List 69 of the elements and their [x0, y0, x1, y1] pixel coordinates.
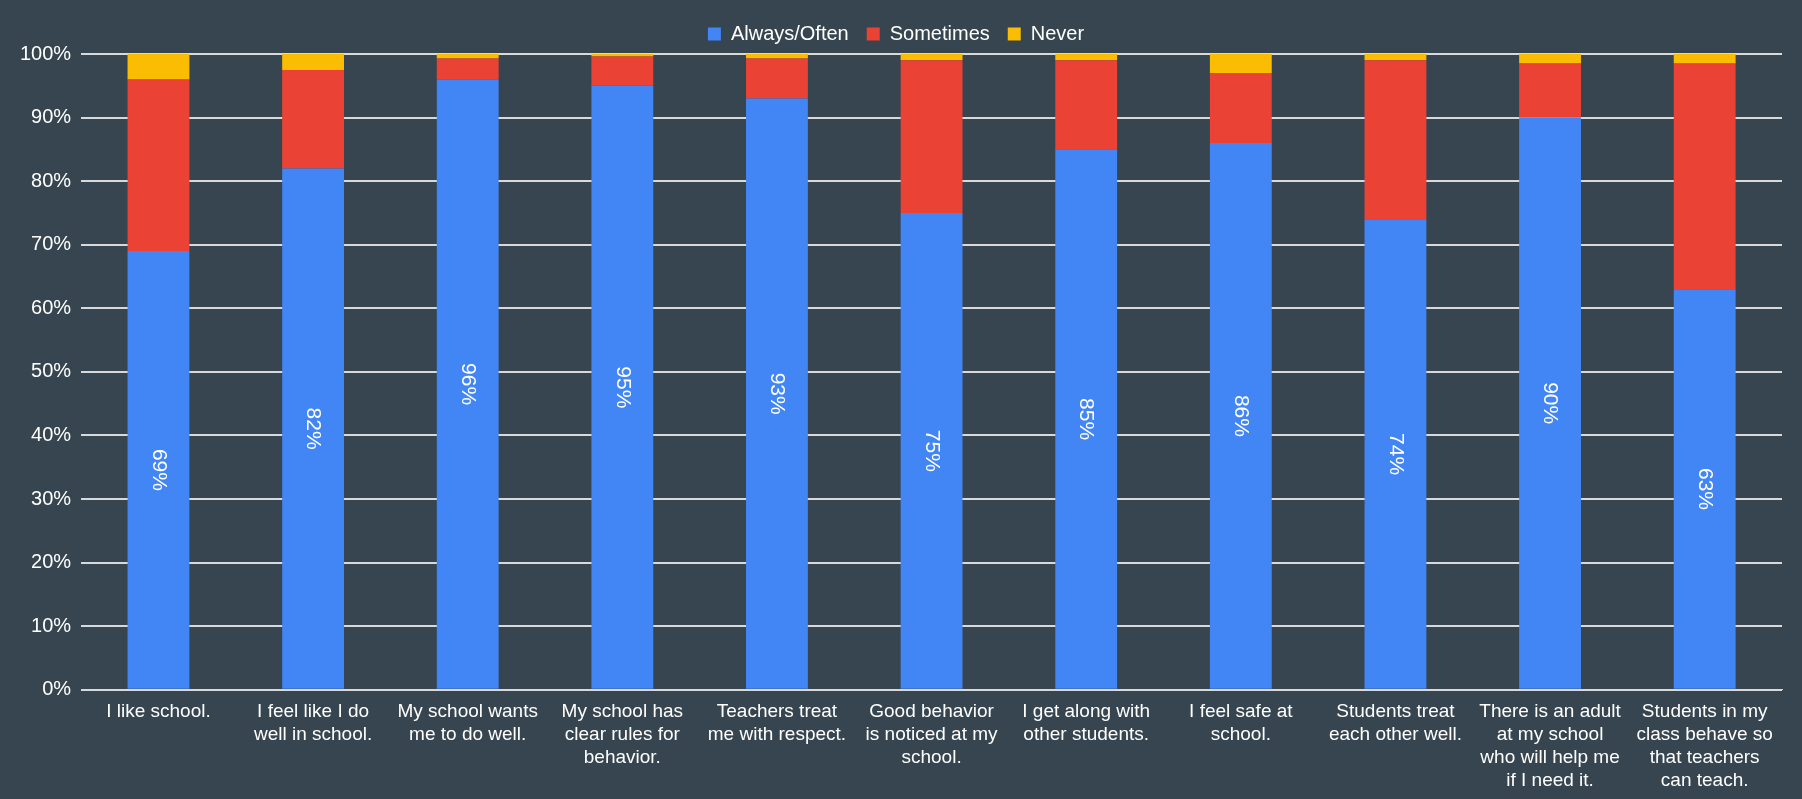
x-tick-label: Teachers treat me with respect.	[707, 700, 847, 745]
y-tick-label: 20%	[31, 550, 72, 573]
bar	[1209, 54, 1272, 74]
bar	[1364, 60, 1427, 220]
bar	[127, 79, 190, 252]
bar	[436, 79, 499, 689]
y-tick-label: 60%	[31, 295, 72, 318]
bar	[1364, 219, 1427, 689]
data-label: 85%	[1076, 398, 1100, 441]
x-tick-label: Good behavior is noticed at my school.	[865, 700, 999, 768]
bar	[1673, 289, 1736, 689]
y-tick-label: 10%	[31, 613, 72, 636]
bar	[1519, 117, 1581, 689]
x-tick-label: Students in my class behave so that teachers can teach.	[1636, 700, 1773, 790]
data-label: 96%	[457, 363, 481, 406]
bar	[746, 54, 808, 59]
bar	[282, 168, 345, 689]
x-tick-label: My school has clear rules for behavior.	[561, 700, 684, 768]
bar	[127, 251, 190, 689]
data-label: 90%	[1540, 382, 1564, 425]
bar	[1055, 54, 1118, 61]
y-tick-label: 100%	[20, 41, 72, 64]
bar	[900, 60, 963, 213]
bar	[1673, 63, 1736, 290]
data-label: 75%	[921, 429, 945, 472]
x-tick-label: I feel safe at school.	[1189, 700, 1294, 745]
bar	[591, 54, 654, 57]
bar	[127, 54, 190, 80]
x-tick-label: I get along with other students.	[1022, 700, 1151, 745]
x-tick-label: My school wants me to do well.	[397, 700, 538, 745]
legend-label: Never	[1030, 21, 1085, 44]
bar	[1209, 73, 1272, 144]
data-label: 69%	[148, 448, 172, 491]
bar	[1055, 60, 1118, 150]
x-tick-label: Students treat each other well.	[1328, 700, 1462, 745]
bar	[591, 56, 654, 86]
x-tick-label: I feel like I do well in school.	[252, 700, 373, 745]
y-tick-label: 30%	[31, 486, 72, 509]
bar	[591, 85, 654, 689]
y-tick-label: 0%	[42, 677, 72, 700]
data-label: 95%	[612, 366, 636, 409]
y-tick-label: 40%	[31, 423, 72, 445]
data-label: 86%	[1231, 394, 1255, 437]
bar	[282, 54, 345, 70]
bar	[1519, 54, 1581, 64]
bar	[1673, 54, 1736, 64]
bar	[1209, 143, 1272, 689]
data-label: 82%	[303, 407, 327, 450]
bar	[746, 58, 808, 99]
bar	[282, 69, 345, 169]
legend-label: Sometimes	[889, 21, 990, 44]
x-tick-label: There is an adult at my school who will help me if I need it.	[1479, 700, 1622, 790]
x-tick-label: I like school.	[106, 700, 211, 722]
bar	[900, 54, 963, 61]
bar	[1519, 63, 1581, 118]
bar	[436, 54, 499, 59]
y-tick-label: 90%	[31, 105, 72, 128]
bar	[436, 58, 499, 80]
data-label: 74%	[1385, 433, 1409, 476]
bar	[1055, 149, 1118, 689]
legend-label: Always/Often	[730, 21, 849, 44]
data-label: 63%	[1694, 468, 1718, 511]
bar	[900, 212, 963, 689]
y-tick-label: 70%	[31, 232, 72, 255]
data-label: 93%	[767, 372, 791, 415]
y-tick-label: 80%	[31, 168, 72, 191]
bar	[1364, 54, 1427, 61]
bar	[746, 98, 808, 689]
y-tick-label: 50%	[31, 359, 72, 382]
